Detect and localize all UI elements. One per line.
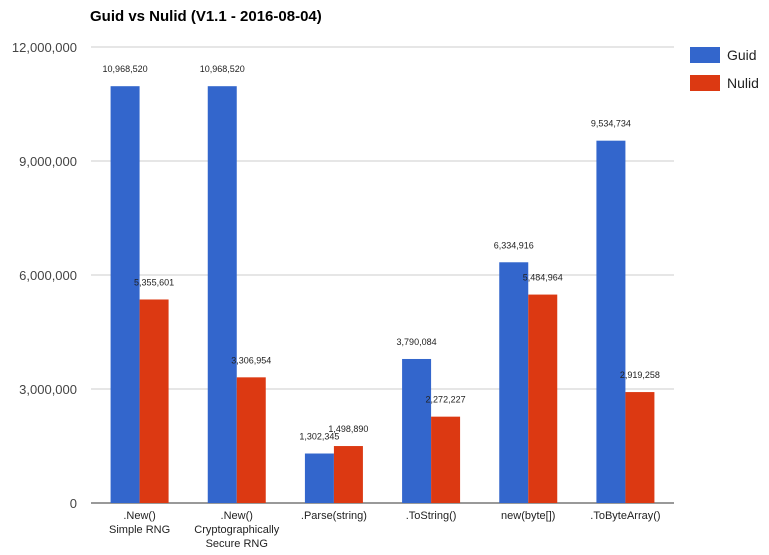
- data-label: 5,355,601: [134, 277, 174, 287]
- x-tick-label: .ToString(): [406, 510, 457, 522]
- bar-nulid[interactable]: [139, 299, 169, 503]
- legend-label-guid[interactable]: Guid: [727, 47, 757, 63]
- bar-guid[interactable]: [304, 453, 334, 503]
- bar-guid[interactable]: [402, 358, 432, 503]
- x-tick-label: Cryptographically: [194, 524, 279, 536]
- bars: [110, 86, 655, 504]
- legend-swatch-nulid: [690, 75, 720, 91]
- bar-guid[interactable]: [110, 86, 140, 504]
- bar-guid[interactable]: [499, 262, 529, 503]
- bar-nulid[interactable]: [625, 392, 655, 503]
- data-label: 5,484,964: [523, 273, 563, 283]
- y-tick-label: 6,000,000: [19, 268, 77, 283]
- data-label: 1,498,890: [328, 424, 368, 434]
- y-axis: 0 3,000,000 6,000,000 9,000,000 12,000,000: [12, 40, 674, 511]
- data-label: 10,968,520: [200, 64, 245, 74]
- x-tick-label: .ToByteArray(): [590, 510, 660, 522]
- bar-nulid[interactable]: [236, 377, 266, 503]
- bar-guid[interactable]: [596, 140, 626, 503]
- data-label: 3,790,084: [397, 337, 437, 347]
- x-tick-label: .Parse(string): [301, 510, 367, 522]
- data-label: 6,334,916: [494, 240, 534, 250]
- x-tick-label: Secure RNG: [206, 538, 268, 550]
- x-axis: .New() Simple RNG .New() Cryptographically S…: [109, 510, 661, 550]
- bar-nulid[interactable]: [431, 416, 461, 503]
- x-tick-label: Simple RNG: [109, 524, 170, 536]
- legend-swatch-guid: [690, 47, 720, 63]
- y-tick-label: 0: [70, 496, 77, 511]
- data-label: 1,302,345: [299, 432, 339, 442]
- data-label: 2,919,258: [620, 370, 660, 380]
- data-label: 3,306,954: [231, 355, 271, 365]
- data-label: 9,534,734: [591, 119, 631, 129]
- legend-label-nulid[interactable]: Nulid: [727, 75, 759, 91]
- y-tick-label: 3,000,000: [19, 382, 77, 397]
- chart-title: Guid vs Nulid (V1.1 - 2016-08-04): [90, 8, 322, 25]
- data-labels: 10,968,520 5,355,601 10,968,520 3,306,954 1,…: [103, 64, 660, 441]
- bar-nulid[interactable]: [528, 294, 558, 503]
- y-tick-label: 12,000,000: [12, 40, 77, 55]
- x-tick-label: new(byte[]): [501, 510, 555, 522]
- bar-nulid[interactable]: [333, 446, 363, 503]
- y-tick-label: 9,000,000: [19, 154, 77, 169]
- legend[interactable]: Guid Nulid: [690, 47, 759, 91]
- gridlines: [91, 46, 674, 390]
- x-tick-label: .New(): [123, 510, 155, 522]
- x-tick-label: .New(): [221, 510, 253, 522]
- data-label: 10,968,520: [103, 64, 148, 74]
- bar-guid[interactable]: [207, 86, 237, 504]
- data-label: 2,272,227: [426, 395, 466, 405]
